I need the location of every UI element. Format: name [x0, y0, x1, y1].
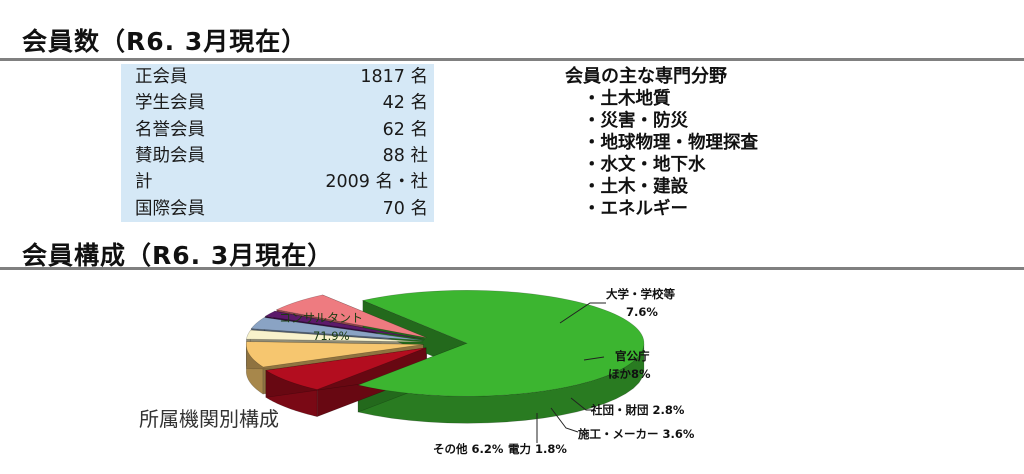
table-row: 名誉会員 62 名	[121, 117, 434, 143]
list-item: ・土木地質	[583, 89, 671, 109]
member-type-label: 学生会員	[135, 93, 205, 114]
table-row: 正会員 1817 名	[121, 64, 434, 90]
member-count-value: 62 名	[382, 119, 428, 140]
list-item: ・災害・防災	[583, 111, 688, 131]
table-row: 賛助会員 88 社	[121, 143, 434, 169]
member-count-value: 42 名	[382, 93, 428, 114]
list-item: ・土木・建設	[583, 177, 688, 197]
pie-slice	[250, 317, 424, 341]
list-item: ・地球物理・物理探査	[583, 133, 758, 153]
pie-slice	[357, 289, 645, 397]
section-divider	[0, 58, 1024, 61]
slice-value-consultant: 71.9%	[313, 329, 350, 343]
member-type-label: 計	[135, 172, 153, 193]
pie-slice	[275, 294, 427, 339]
section-title-member-composition: 会員構成（R6. 3月現在）	[22, 241, 334, 270]
pie-slice	[245, 341, 424, 368]
slice-value-government: ほか8%	[608, 367, 651, 381]
member-type-label: 賛助会員	[135, 146, 205, 167]
pie-slice	[246, 329, 424, 343]
pie-slices	[245, 289, 645, 424]
leader-lines	[536, 302, 606, 443]
member-count-table: 正会員 1817 名 学生会員 42 名 名誉会員 62 名 賛助会員 88 社…	[121, 64, 434, 222]
pie-slice	[265, 347, 427, 390]
table-row: 計 2009 名・社	[121, 169, 434, 195]
slice-label-university: 大学・学校等	[606, 287, 675, 301]
member-count-value: 70 名	[382, 198, 428, 219]
list-item: ・エネルギー	[583, 199, 688, 219]
slice-label-other: その他 6.2%	[433, 442, 504, 456]
slice-label-consultant: コンサルタント	[279, 311, 363, 325]
section-title-member-count: 会員数（R6. 3月現在）	[22, 27, 308, 56]
specialty-fields-title: 会員の主な専門分野	[565, 66, 727, 87]
specialty-fields: 会員の主な専門分野 ・土木地質 ・災害・防災 ・地球物理・物理探査 ・水文・地下…	[565, 66, 758, 220]
slice-value-university: 7.6%	[626, 305, 658, 319]
composition-pie-chart: コンサルタント 71.9% 大学・学校等 7.6% 官公庁 ほか8% 社団・財団…	[245, 287, 695, 456]
slice-label-electric-power: 電力 1.8%	[508, 442, 567, 456]
member-type-label: 正会員	[135, 67, 188, 88]
list-item: ・水文・地下水	[583, 155, 706, 175]
member-count-value: 1817 名	[360, 67, 428, 88]
specialty-list: ・土木地質 ・災害・防災 ・地球物理・物理探査 ・水文・地下水 ・土木・建設 ・…	[565, 88, 758, 220]
slice-label-associations: 社団・財団 2.8%	[590, 403, 685, 417]
slice-label-construction: 施工・メーカー 3.6%	[578, 427, 695, 441]
table-row: 国際会員 70 名	[121, 196, 434, 222]
chart-title: 所属機関別構成	[139, 407, 279, 431]
table-row: 学生会員 42 名	[121, 90, 434, 116]
member-count-value: 2009 名・社	[325, 172, 428, 193]
section-divider	[0, 267, 1024, 270]
slice-label-government: 官公庁	[615, 349, 650, 363]
pie-slice	[264, 310, 425, 340]
member-count-value: 88 社	[382, 146, 428, 167]
member-type-label: 国際会員	[135, 198, 205, 219]
member-type-label: 名誉会員	[135, 119, 205, 140]
